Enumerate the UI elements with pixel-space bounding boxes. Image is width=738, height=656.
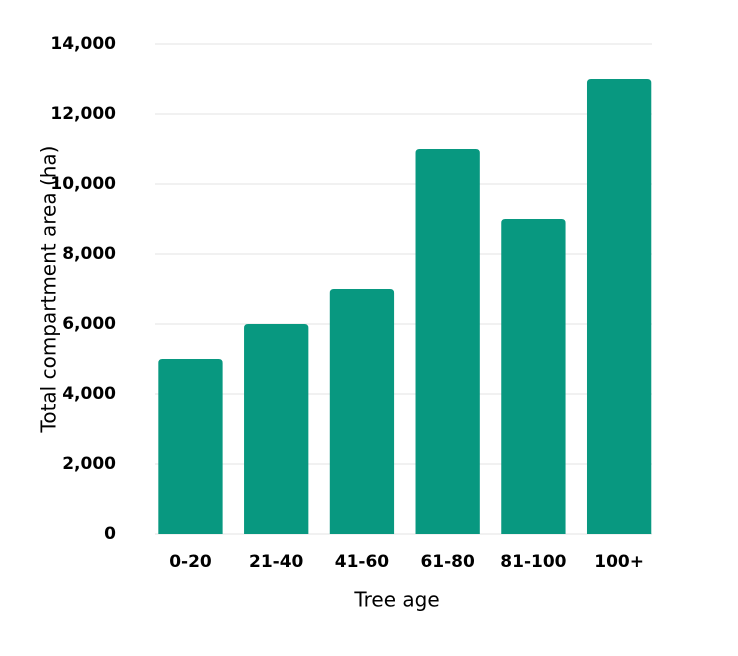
- y-tick-label: 2,000: [62, 454, 116, 474]
- bar: [501, 219, 566, 534]
- x-tick-label: 61-80: [420, 552, 475, 572]
- x-tick-label: 100+: [594, 552, 644, 572]
- y-tick-label: 12,000: [50, 104, 116, 124]
- x-axis-label: Tree age: [353, 588, 439, 612]
- y-tick-label: 10,000: [50, 174, 116, 194]
- y-tick-label: 6,000: [62, 314, 116, 334]
- bar: [586, 79, 652, 534]
- y-tick-label: 14,000: [50, 34, 116, 54]
- x-tick-label: 0-20: [169, 552, 212, 572]
- bar: [415, 149, 480, 534]
- bar: [158, 359, 223, 534]
- x-tick-label: 41-60: [335, 552, 390, 572]
- x-tick-label: 21-40: [249, 552, 304, 572]
- x-tick-label: 81-100: [500, 552, 566, 572]
- y-tick-label: 0: [104, 524, 116, 544]
- bar: [244, 324, 309, 534]
- y-axis-label: Total compartment area (ha): [37, 146, 61, 434]
- bar: [329, 289, 395, 534]
- y-tick-label: 8,000: [62, 244, 116, 264]
- y-tick-label: 4,000: [62, 384, 116, 404]
